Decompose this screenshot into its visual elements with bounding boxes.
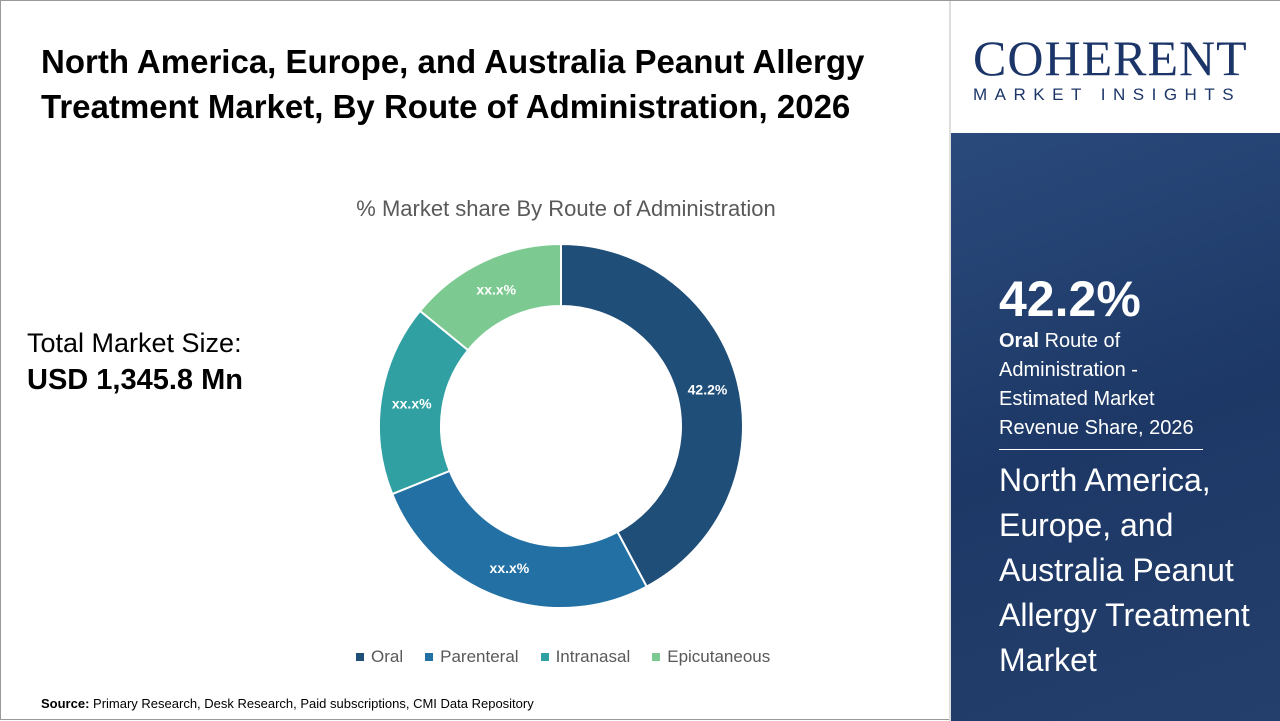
total-market-value: USD 1,345.8 Mn bbox=[27, 364, 243, 396]
highlight-description: Oral Route of Administration - Estimated… bbox=[999, 327, 1203, 450]
legend-item-intranasal: Intranasal bbox=[540, 647, 631, 667]
legend-item-oral: Oral bbox=[356, 647, 403, 667]
legend-item-parenteral: Parenteral bbox=[425, 647, 519, 667]
page-title: North America, Europe, and Australia Pea… bbox=[41, 43, 865, 125]
legend-swatch bbox=[652, 653, 661, 661]
legend-label: Parenteral bbox=[440, 647, 519, 666]
legend-label: Epicutaneous bbox=[667, 647, 771, 666]
legend-swatch bbox=[540, 653, 549, 661]
legend: Oral Parenteral Intranasal Epicutaneous bbox=[356, 647, 770, 667]
data-label-parenteral: xx.x% bbox=[490, 560, 530, 576]
highlight-desc-text: Route of Administration - Estimated Mark… bbox=[999, 330, 1194, 439]
highlight-segment: Oral bbox=[999, 330, 1040, 352]
donut-slice-oral bbox=[560, 242, 744, 588]
donut-slice-epicutaneous bbox=[418, 242, 562, 352]
legend-swatch bbox=[356, 653, 364, 661]
total-market-label: Total Market Size: bbox=[27, 328, 242, 358]
legend-item-epicutaneous: Epicutaneous bbox=[652, 647, 770, 667]
legend-label: Intranasal bbox=[555, 647, 631, 666]
chart-title: % Market share By Route of Administratio… bbox=[356, 196, 776, 221]
source-note: Source: Primary Research, Desk Research,… bbox=[41, 696, 534, 712]
legend-swatch bbox=[425, 653, 434, 661]
data-label-epicutaneous: xx.x% bbox=[476, 282, 516, 298]
side-panel: COHERENT MARKET INSIGHTS 42.2% Oral Rout… bbox=[949, 1, 1280, 721]
highlight-value: 42.2% bbox=[999, 271, 1141, 327]
legend-label: Oral bbox=[371, 647, 404, 666]
market-name: North America, Europe, and Australia Pea… bbox=[999, 462, 1250, 678]
source-text: Primary Research, Desk Research, Paid su… bbox=[89, 696, 534, 711]
highlight-panel: 42.2% Oral Route of Administration - Est… bbox=[951, 133, 1280, 721]
donut-chart: 42.2% xx.x% xx.x% xx.x% bbox=[378, 242, 744, 609]
data-label-intranasal: xx.x% bbox=[392, 395, 432, 411]
donut-slice-parenteral bbox=[390, 469, 649, 609]
logo-sub: MARKET INSIGHTS bbox=[973, 85, 1242, 104]
logo-main: COHERENT bbox=[973, 30, 1248, 86]
logo: COHERENT MARKET INSIGHTS bbox=[951, 1, 1280, 133]
data-label-oral: 42.2% bbox=[688, 381, 728, 397]
source-label: Source: bbox=[41, 696, 90, 711]
